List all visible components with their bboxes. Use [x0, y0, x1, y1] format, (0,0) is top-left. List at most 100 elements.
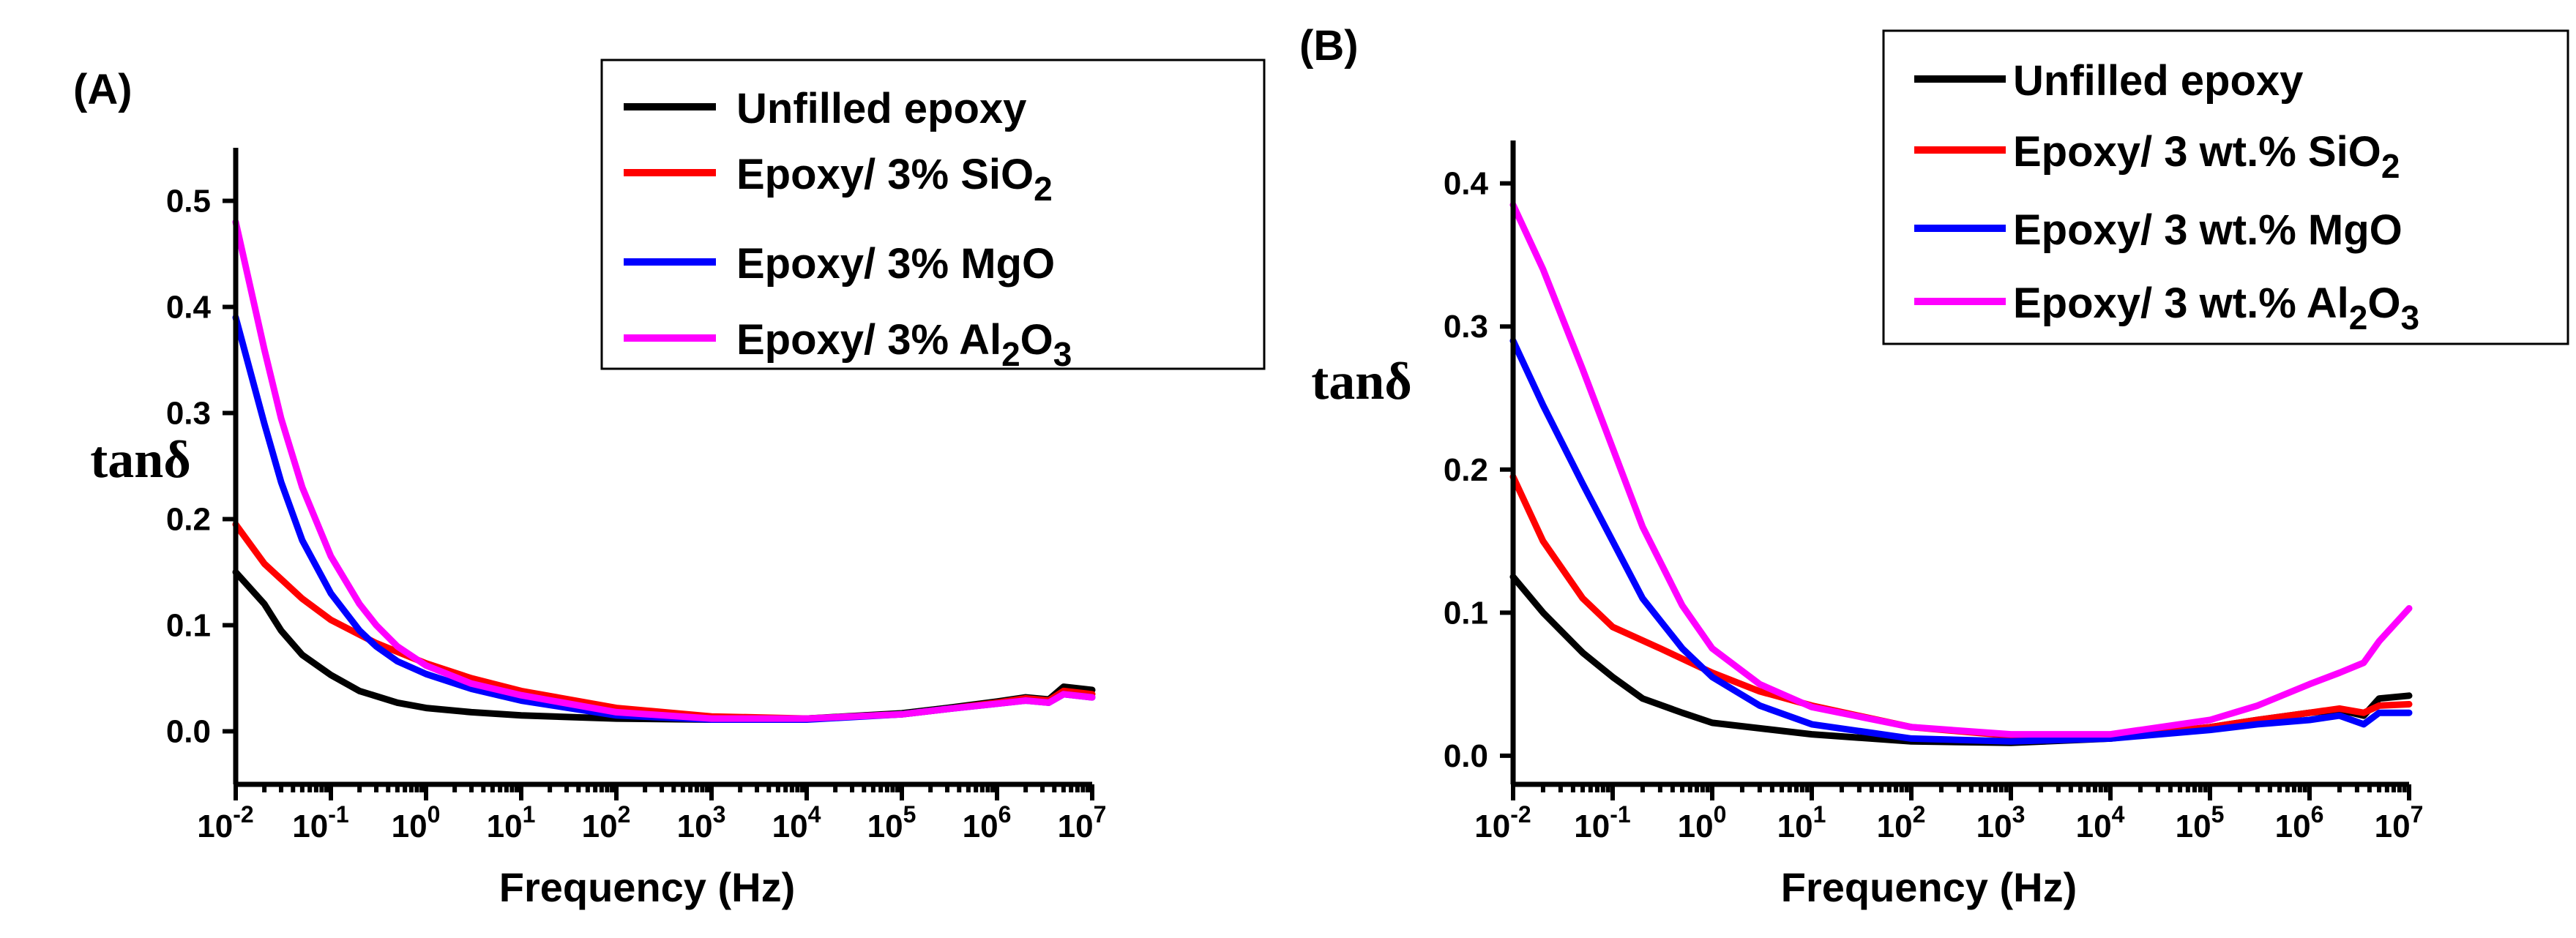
x-axis-label: Frequency (Hz) [1781, 864, 2077, 910]
legend-label-3: Epoxy/ 3% MgO [736, 240, 1055, 288]
x-tick-exponent: 4 [808, 801, 821, 828]
x-tick-base: 10 [1777, 808, 1813, 844]
series-line-4 [1509, 201, 2413, 738]
x-tick-exponent: -2 [233, 801, 253, 828]
y-tick-label: 0.0 [1444, 738, 1488, 774]
y-tick-label: 0.1 [1444, 595, 1488, 631]
x-tick-base: 10 [1058, 808, 1094, 844]
x-tick-label: 100 [392, 801, 441, 844]
x-tick-base: 10 [582, 808, 618, 844]
x-tick-base: 10 [1678, 808, 1714, 844]
x-tick-base: 10 [772, 808, 808, 844]
x-tick-label: 102 [1877, 801, 1926, 844]
x-tick-label: 103 [1976, 801, 2026, 844]
legend-label-3: Epoxy/ 3 wt.% MgO [2013, 206, 2403, 254]
y-tick-label: 0.1 [166, 608, 211, 644]
x-tick-base: 10 [963, 808, 998, 844]
legend-text: Epoxy/ 3% Al [736, 316, 1001, 364]
legend-box [1882, 29, 2569, 345]
x-tick-label: 106 [2275, 801, 2324, 844]
x-tick-label: 102 [582, 801, 631, 844]
series-line-4 [232, 219, 1096, 722]
x-tick-exponent: 0 [428, 801, 441, 828]
x-tick-exponent: 1 [523, 801, 536, 828]
x-tick-base: 10 [1574, 808, 1610, 844]
series-line-3 [1509, 337, 2413, 745]
x-tick-label: 100 [1678, 801, 1727, 844]
x-tick-base: 10 [392, 808, 428, 844]
x-tick-base: 10 [487, 808, 523, 844]
x-tick-exponent: 7 [2411, 801, 2424, 828]
y-tick-label: 0.0 [166, 714, 211, 750]
x-tick-exponent: 6 [998, 801, 1012, 828]
x-tick-base: 10 [197, 808, 233, 844]
legend-text: Epoxy/ 3% MgO [736, 240, 1055, 288]
x-tick-exponent: 7 [1094, 801, 1107, 828]
x-tick-label: 107 [2375, 801, 2424, 844]
x-tick-exponent: 6 [2311, 801, 2324, 828]
legend-subscript: 3 [2400, 299, 2419, 337]
x-tick-label: 105 [2176, 801, 2225, 844]
x-tick-label: 105 [867, 801, 916, 844]
legend-subscript: 2 [1001, 335, 1020, 373]
x-tick-base: 10 [292, 808, 328, 844]
y-tick-label: 0.3 [1444, 309, 1488, 345]
x-tick-label: 10-2 [1474, 801, 1531, 844]
x-tick-base: 10 [677, 808, 713, 844]
x-tick-label: 10-1 [292, 801, 348, 844]
x-tick-label: 106 [963, 801, 1012, 844]
x-tick-label: 10-2 [197, 801, 253, 844]
x-tick-exponent: -2 [1510, 801, 1531, 828]
legend-text: O [2367, 279, 2400, 327]
y-axis-label: tanδ [1311, 352, 1411, 410]
x-tick-exponent: -1 [1610, 801, 1630, 828]
x-tick-base: 10 [2176, 808, 2211, 844]
legend-text: Epoxy/ 3 wt.% Al [2013, 279, 2349, 327]
legend-text: O [1020, 316, 1053, 364]
x-tick-exponent: 2 [1913, 801, 1926, 828]
panel-label: (A) [73, 66, 132, 113]
legend-text: Epoxy/ 3% SiO [736, 151, 1034, 198]
chart-panel-a: (A)0.00.10.20.30.40.510-2 10-1 100 101 102 10… [73, 59, 1266, 910]
x-tick-exponent: 3 [2012, 801, 2026, 828]
x-tick-base: 10 [1877, 808, 1913, 844]
x-tick-label: 104 [2076, 801, 2125, 844]
legend-label-4: Epoxy/ 3% Al2O3 [736, 316, 1072, 373]
x-tick-exponent: 2 [618, 801, 631, 828]
x-tick-base: 10 [2275, 808, 2311, 844]
legend-subscript: 2 [1034, 170, 1053, 208]
legend-label-1: Unfilled epoxy [736, 85, 1026, 132]
x-tick-label: 101 [1777, 801, 1826, 844]
legend-text: Epoxy/ 3 wt.% SiO [2013, 128, 2381, 176]
y-tick-label: 0.4 [166, 290, 212, 326]
x-tick-label: 107 [1058, 801, 1107, 844]
x-tick-exponent: 5 [2211, 801, 2225, 828]
x-tick-exponent: 4 [2112, 801, 2125, 828]
x-tick-base: 10 [867, 808, 903, 844]
y-tick-label: 0.5 [166, 184, 211, 220]
x-tick-label: 101 [487, 801, 536, 844]
x-tick-exponent: 0 [1714, 801, 1727, 828]
x-tick-exponent: 5 [903, 801, 916, 828]
x-tick-exponent: 1 [1813, 801, 1826, 828]
x-tick-label: 104 [772, 801, 821, 844]
legend-subscript: 2 [2349, 299, 2368, 337]
legend-subscript: 3 [1053, 335, 1072, 373]
legend-text: Unfilled epoxy [736, 85, 1026, 132]
legend-text: Epoxy/ 3 wt.% MgO [2013, 206, 2403, 254]
y-axis-label: tanδ [90, 430, 190, 489]
chart-panel-b: (B)0.00.10.20.30.410-2 10-1 100 101 102 103 10… [1299, 22, 2569, 910]
x-axis-label: Frequency (Hz) [499, 864, 796, 910]
legend-label-4: Epoxy/ 3 wt.% Al2O3 [2013, 279, 2419, 337]
x-tick-label: 103 [677, 801, 726, 844]
legend-subscript: 2 [2381, 147, 2400, 185]
x-tick-base: 10 [2076, 808, 2112, 844]
legend-label-2: Epoxy/ 3 wt.% SiO2 [2013, 128, 2400, 185]
y-tick-label: 0.2 [1444, 452, 1488, 488]
series-line-1 [232, 569, 1096, 723]
y-tick-label: 0.2 [166, 502, 211, 538]
y-tick-label: 0.4 [1444, 166, 1489, 202]
